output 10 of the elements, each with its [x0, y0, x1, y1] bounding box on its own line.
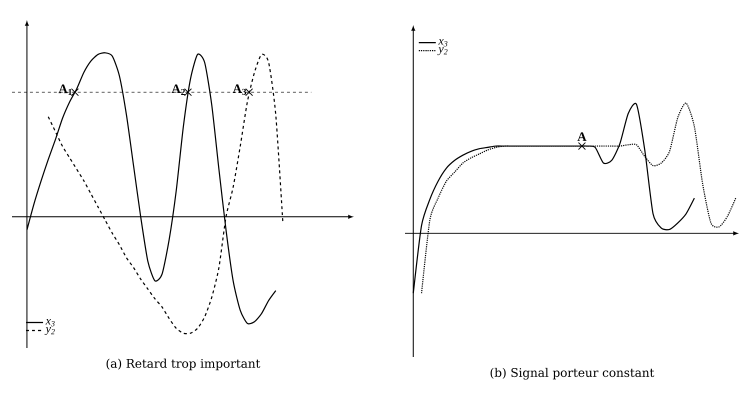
- annotation: A$_{1}$: [58, 84, 72, 95]
- legend-label: x$_{3}$: [46, 319, 55, 326]
- annotation: A$_{3}$: [232, 84, 246, 95]
- text: (b) Signal porteur constant: [490, 368, 654, 380]
- annotation: A: [577, 132, 587, 141]
- annotation: A$_{2}$: [172, 84, 185, 95]
- legend-label: y$_{2}$: [437, 47, 448, 56]
- legend-label: x$_{3}$: [438, 39, 448, 46]
- legend-label: y$_{2}$: [44, 326, 55, 336]
- text: (a) Retard trop important: [106, 358, 260, 370]
